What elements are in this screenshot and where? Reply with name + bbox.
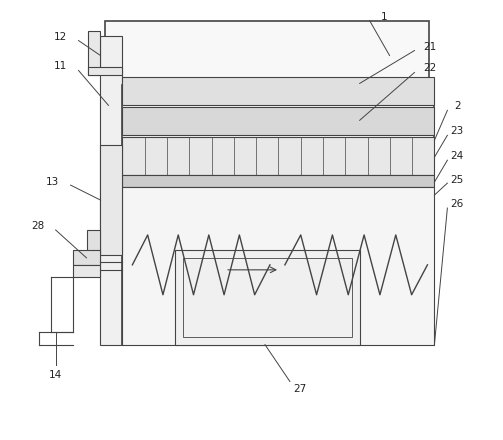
Text: 28: 28 xyxy=(31,221,44,231)
Bar xyxy=(88,67,122,75)
Text: 14: 14 xyxy=(49,370,62,380)
Text: 22: 22 xyxy=(423,63,436,73)
Bar xyxy=(72,250,101,265)
Text: 24: 24 xyxy=(451,151,464,161)
Bar xyxy=(88,31,101,75)
Text: 25: 25 xyxy=(451,175,464,185)
Bar xyxy=(175,250,360,345)
Bar xyxy=(122,107,435,135)
Bar xyxy=(101,145,122,255)
Text: 1: 1 xyxy=(381,11,388,22)
Bar xyxy=(122,85,435,345)
Text: 23: 23 xyxy=(451,126,464,136)
Bar xyxy=(122,187,435,345)
Bar xyxy=(101,36,122,345)
Bar xyxy=(87,230,101,255)
Text: 21: 21 xyxy=(423,41,436,51)
Bar xyxy=(122,175,435,187)
Text: 2: 2 xyxy=(454,101,461,111)
Bar xyxy=(183,258,352,337)
Text: 27: 27 xyxy=(293,385,306,395)
Bar xyxy=(122,77,435,105)
Text: 12: 12 xyxy=(54,32,67,42)
Bar xyxy=(106,21,430,140)
Text: 11: 11 xyxy=(54,62,67,71)
Text: 26: 26 xyxy=(451,199,464,209)
Bar xyxy=(72,265,101,277)
Bar xyxy=(122,137,435,175)
Text: 13: 13 xyxy=(46,177,59,187)
